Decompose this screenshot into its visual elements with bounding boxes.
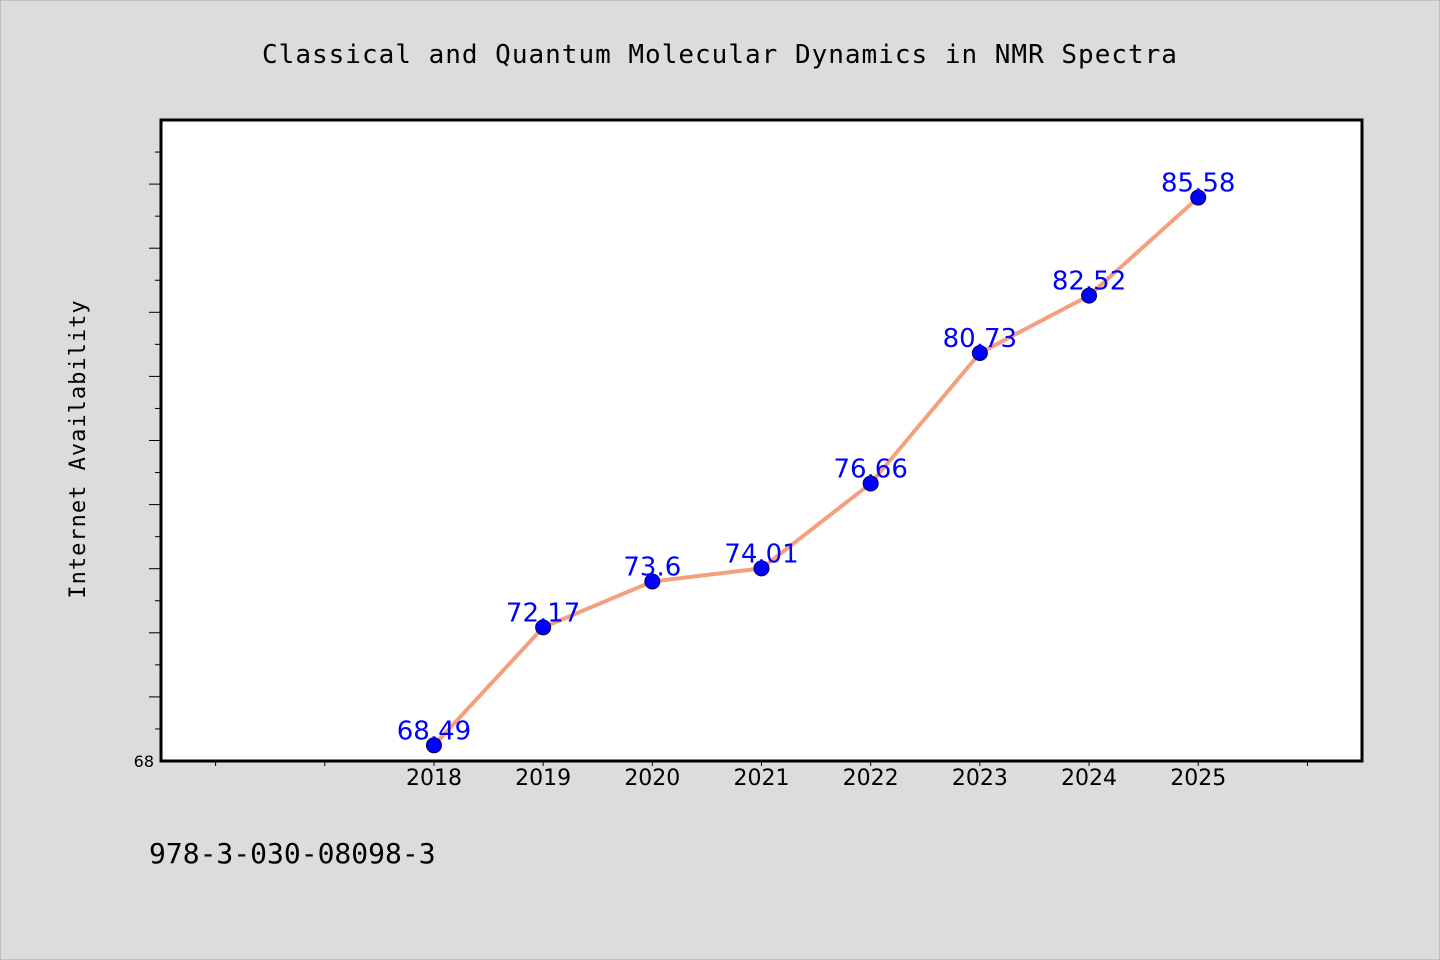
data-label: 82.52: [1052, 267, 1126, 297]
data-point: [425, 737, 442, 754]
x-tick-label: 2022: [843, 766, 899, 791]
x-tick-label: 2023: [952, 766, 1008, 791]
plot-frame: [159, 118, 1364, 763]
data-point: [1081, 287, 1098, 304]
data-point: [1190, 189, 1207, 206]
data-label: 85.58: [1161, 169, 1235, 199]
x-tick-label: 2018: [406, 766, 462, 791]
data-point: [971, 345, 988, 362]
data-point: [644, 573, 661, 590]
data-label: 72.17: [506, 598, 580, 628]
series-layer: 68.49 72.17 73.6 74.01 76.66 80.73 82.52 85.58: [397, 169, 1235, 754]
data-label: 76.66: [833, 454, 907, 484]
x-tick-label: 2021: [734, 766, 790, 791]
plot-area: [161, 120, 1362, 761]
x-tick-label: 2024: [1061, 766, 1117, 791]
y-axis-ticks: [149, 151, 161, 730]
x-tick-label: 2019: [515, 766, 571, 791]
data-point: [535, 619, 552, 636]
isbn-label: 978-3-030-08098-3: [149, 837, 436, 870]
data-label: 74.01: [724, 539, 798, 569]
data-point: [862, 475, 879, 492]
data-label: 80.73: [943, 324, 1017, 354]
data-point: [753, 560, 770, 577]
chart-title: Classical and Quantum Molecular Dynamics…: [262, 40, 1178, 70]
x-tick-label: 2020: [624, 766, 680, 791]
y-axis-label: Internet Availability: [66, 299, 91, 598]
data-label: 68.49: [397, 716, 471, 746]
data-label: 73.6: [623, 553, 681, 583]
series-line: [432, 196, 1200, 747]
y-tick-label: 68: [134, 752, 154, 771]
x-axis-ticks: 2018 2019 2020 2021 2022 2023 2024 2025: [215, 761, 1308, 791]
x-tick-label: 2025: [1170, 766, 1226, 791]
